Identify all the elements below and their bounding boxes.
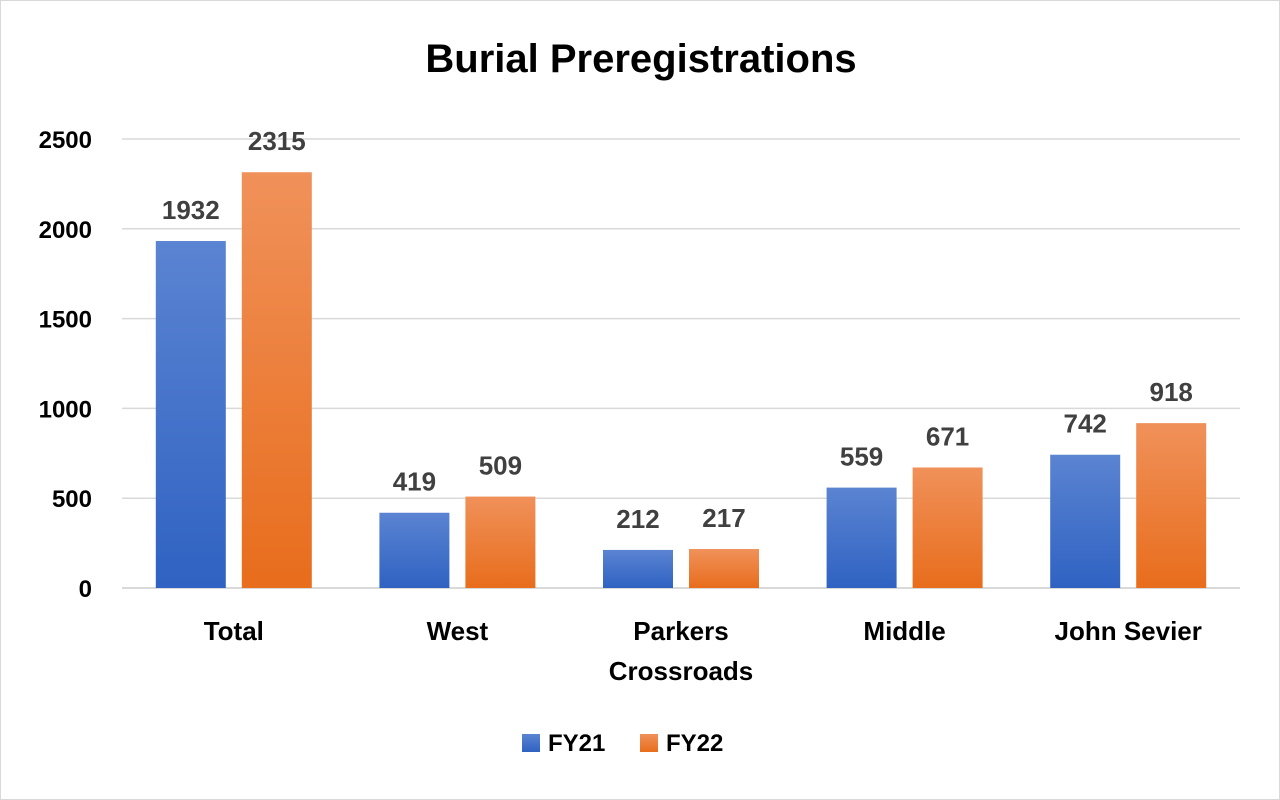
bar-fy22-2 — [689, 549, 759, 588]
y-tick-label: 2000 — [39, 217, 92, 244]
data-label-fy21-4: 742 — [1064, 409, 1107, 439]
legend-swatch-fy21 — [522, 734, 540, 752]
bar-fy21-3 — [826, 487, 897, 588]
bar-fy22-3 — [912, 467, 983, 588]
data-label-fy21-3: 559 — [840, 442, 883, 472]
category-label: Total — [204, 616, 264, 646]
y-tick-label: 2500 — [39, 127, 92, 154]
data-label-fy22-0: 2315 — [248, 126, 306, 156]
data-labels: 1932 2315 419 509 212 217 559 671 742 918 — [162, 126, 1193, 534]
y-tick-label: 1000 — [39, 396, 92, 423]
data-label-fy21-0: 1932 — [162, 195, 220, 225]
bar-fy21-1 — [379, 512, 450, 588]
legend-label-fy22: FY22 — [666, 730, 723, 757]
category-label: Parkers Crossroads — [609, 616, 754, 686]
data-label-fy22-3: 671 — [926, 421, 969, 451]
data-label-fy22-2: 217 — [702, 503, 745, 533]
data-label-fy22-4: 918 — [1150, 377, 1193, 407]
data-label-fy21-2: 212 — [616, 504, 659, 534]
y-tick-label: 0 — [79, 576, 92, 603]
bar-fy21-4 — [1050, 454, 1121, 588]
legend-label-fy21: FY21 — [548, 730, 605, 757]
bar-fy22-0 — [241, 172, 312, 588]
data-label-fy22-1: 509 — [479, 451, 522, 481]
legend-swatch-fy22 — [640, 734, 658, 752]
bar-fy22-1 — [465, 496, 536, 588]
x-axis-categories: Total West Parkers Crossroads Middle John Sev… — [204, 616, 1202, 686]
category-label: West — [427, 616, 489, 646]
category-label: Middle — [863, 616, 945, 646]
bar-fy22-4 — [1136, 423, 1207, 588]
y-tick-label: 1500 — [39, 307, 92, 334]
category-label: John Sevier — [1054, 616, 1201, 646]
y-axis-ticks: 0 500 1000 1500 2000 2500 — [39, 127, 92, 603]
y-tick-label: 500 — [52, 486, 92, 513]
data-label-fy21-1: 419 — [393, 467, 436, 497]
legend: FY21 FY22 — [522, 730, 723, 757]
bars — [155, 172, 1207, 588]
bar-fy21-0 — [155, 241, 226, 588]
chart-title: Burial Preregistrations — [425, 37, 857, 81]
bar-fy21-2 — [603, 549, 673, 588]
